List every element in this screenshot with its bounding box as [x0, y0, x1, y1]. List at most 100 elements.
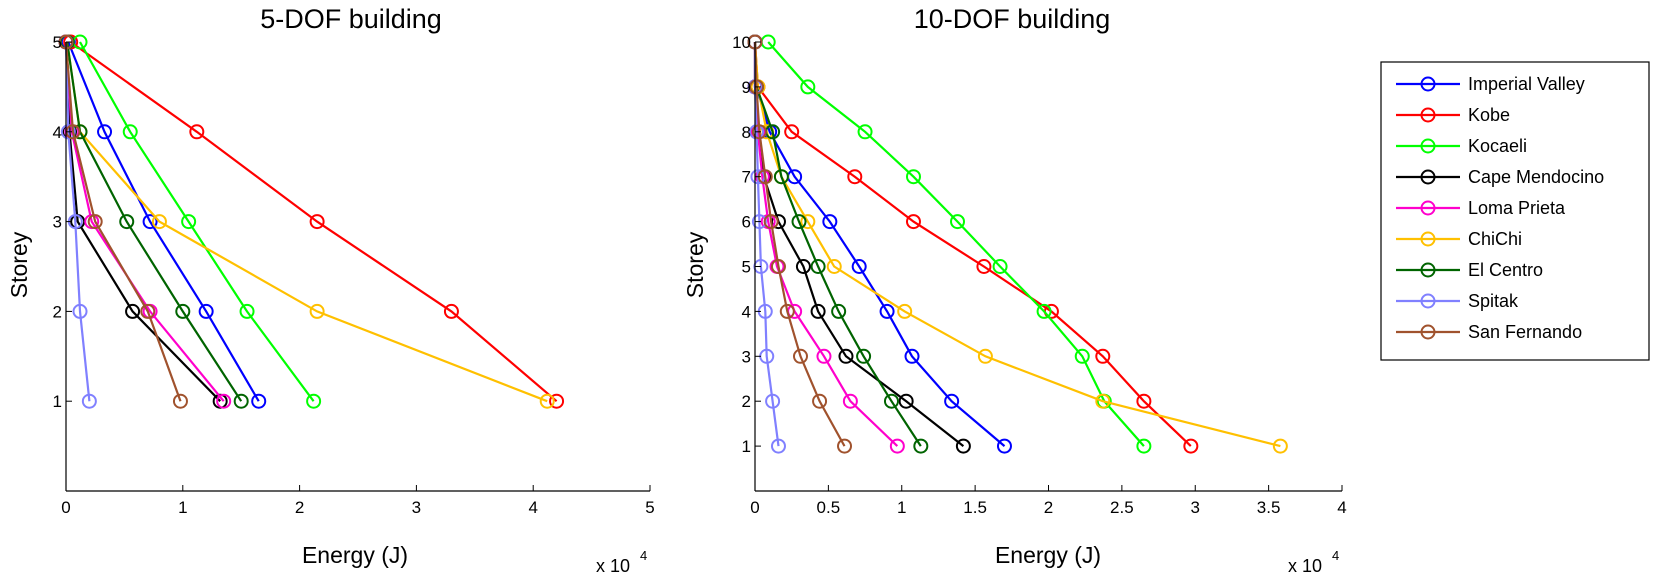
data-point	[816, 348, 832, 364]
x-tick-label: 4	[1337, 498, 1346, 517]
data-point	[1095, 348, 1111, 364]
x-tick-label: 2	[295, 498, 304, 517]
data-point	[800, 214, 816, 230]
data-point	[779, 303, 795, 319]
data-point	[239, 303, 255, 319]
series-san-fernando	[747, 34, 853, 454]
data-point	[1272, 438, 1288, 454]
series-kocaeli	[72, 34, 322, 409]
data-point	[1095, 393, 1111, 409]
data-point	[897, 303, 913, 319]
data-point	[1136, 393, 1152, 409]
y-tick-label: 2	[53, 302, 62, 321]
data-point	[763, 214, 779, 230]
x-tick-label: 1	[178, 498, 187, 517]
x-scale-exponent: 4	[1332, 548, 1339, 563]
series-line	[70, 41, 558, 403]
x-tick-layer: 0 1 2 3 4 5	[61, 485, 655, 517]
series-layer	[58, 34, 565, 409]
y-tick-label: 3	[742, 347, 751, 366]
data-point	[773, 169, 789, 185]
x-scale-base: x 10	[596, 556, 630, 576]
legend-swatch-marker	[1420, 76, 1436, 92]
y-tick-label: 5	[742, 258, 751, 277]
data-point	[810, 259, 826, 274]
x-axis-label: Energy (J)	[302, 542, 408, 568]
data-point	[142, 214, 158, 230]
data-point	[851, 259, 867, 274]
data-point	[151, 214, 167, 230]
series-kobe	[63, 34, 565, 409]
series-line	[753, 41, 1281, 448]
data-point	[992, 259, 1008, 274]
data-point	[944, 393, 960, 409]
data-point	[751, 214, 767, 230]
data-point	[847, 169, 863, 185]
data-point	[251, 393, 267, 409]
y-tick-label: 8	[742, 123, 751, 142]
data-point	[443, 303, 459, 319]
x-tick-label: 1.5	[963, 498, 987, 517]
chart-title: 10-DOF building	[914, 4, 1111, 34]
plot-area: 0 1 2 3 4 5 1 2 3 4 5	[53, 33, 655, 517]
data-point	[172, 393, 188, 409]
legend-swatch-marker	[1420, 231, 1436, 247]
y-tick-label: 1	[742, 437, 751, 456]
series-layer	[747, 34, 1288, 454]
legend-label: Loma Prieta	[1468, 198, 1566, 218]
x-tick-label: 2.5	[1110, 498, 1134, 517]
data-point	[549, 393, 565, 409]
legend-entry: Kobe	[1396, 105, 1510, 125]
x-scale-exponent: 4	[640, 548, 647, 563]
data-point	[950, 214, 966, 230]
data-point	[955, 438, 971, 454]
x-scale-factor: x 10 4	[596, 548, 647, 576]
data-point	[831, 303, 847, 319]
x-tick-label: 0	[61, 498, 70, 517]
plot-background	[755, 42, 1342, 491]
data-point	[791, 214, 807, 230]
data-point	[856, 348, 872, 364]
x-tick-layer: 0 0.5 1 1.5 2 2.5 3 3.5 4	[750, 485, 1347, 517]
legend-entry: Loma Prieta	[1396, 198, 1566, 218]
data-point	[904, 348, 920, 364]
plot-area: 0 0.5 1 1.5 2 2.5 3 3.5 4 1 2 3 4 5 6 7 8 9 10	[732, 33, 1347, 517]
data-point	[309, 303, 325, 319]
data-point	[751, 124, 767, 140]
data-point	[996, 438, 1012, 454]
data-point	[857, 124, 873, 140]
data-point	[306, 393, 322, 409]
legend: Imperial Valley Kobe Kocaeli Cape Mendocino…	[1380, 61, 1650, 361]
y-axis-label: Storey	[682, 231, 708, 298]
data-point	[175, 303, 191, 319]
series-line	[767, 41, 1145, 447]
data-point	[976, 259, 992, 274]
data-point	[913, 438, 929, 454]
legend-label: ChiChi	[1468, 229, 1522, 249]
legend-swatch-marker	[1420, 324, 1436, 340]
data-point	[822, 214, 838, 230]
x-tick-label: 3.5	[1257, 498, 1281, 517]
data-point	[539, 393, 555, 409]
data-point	[842, 393, 858, 409]
data-point	[905, 169, 921, 185]
series-line	[753, 41, 846, 447]
x-tick-label: 5	[645, 498, 654, 517]
data-point	[189, 124, 205, 140]
legend-entry: ChiChi	[1396, 229, 1522, 249]
y-tick-label: 4	[53, 123, 62, 142]
data-point	[800, 79, 816, 95]
series-kobe	[747, 34, 1199, 454]
data-point	[770, 438, 786, 454]
legend-swatch-marker	[1420, 107, 1436, 123]
series-line	[66, 41, 243, 402]
data-point	[977, 348, 993, 364]
legend-label: Kocaeli	[1468, 136, 1527, 156]
data-point	[883, 393, 899, 409]
y-tick-label: 7	[742, 168, 751, 187]
data-point	[792, 348, 808, 364]
x-tick-label: 2	[1044, 498, 1053, 517]
data-point	[784, 124, 800, 140]
data-point	[198, 303, 214, 319]
